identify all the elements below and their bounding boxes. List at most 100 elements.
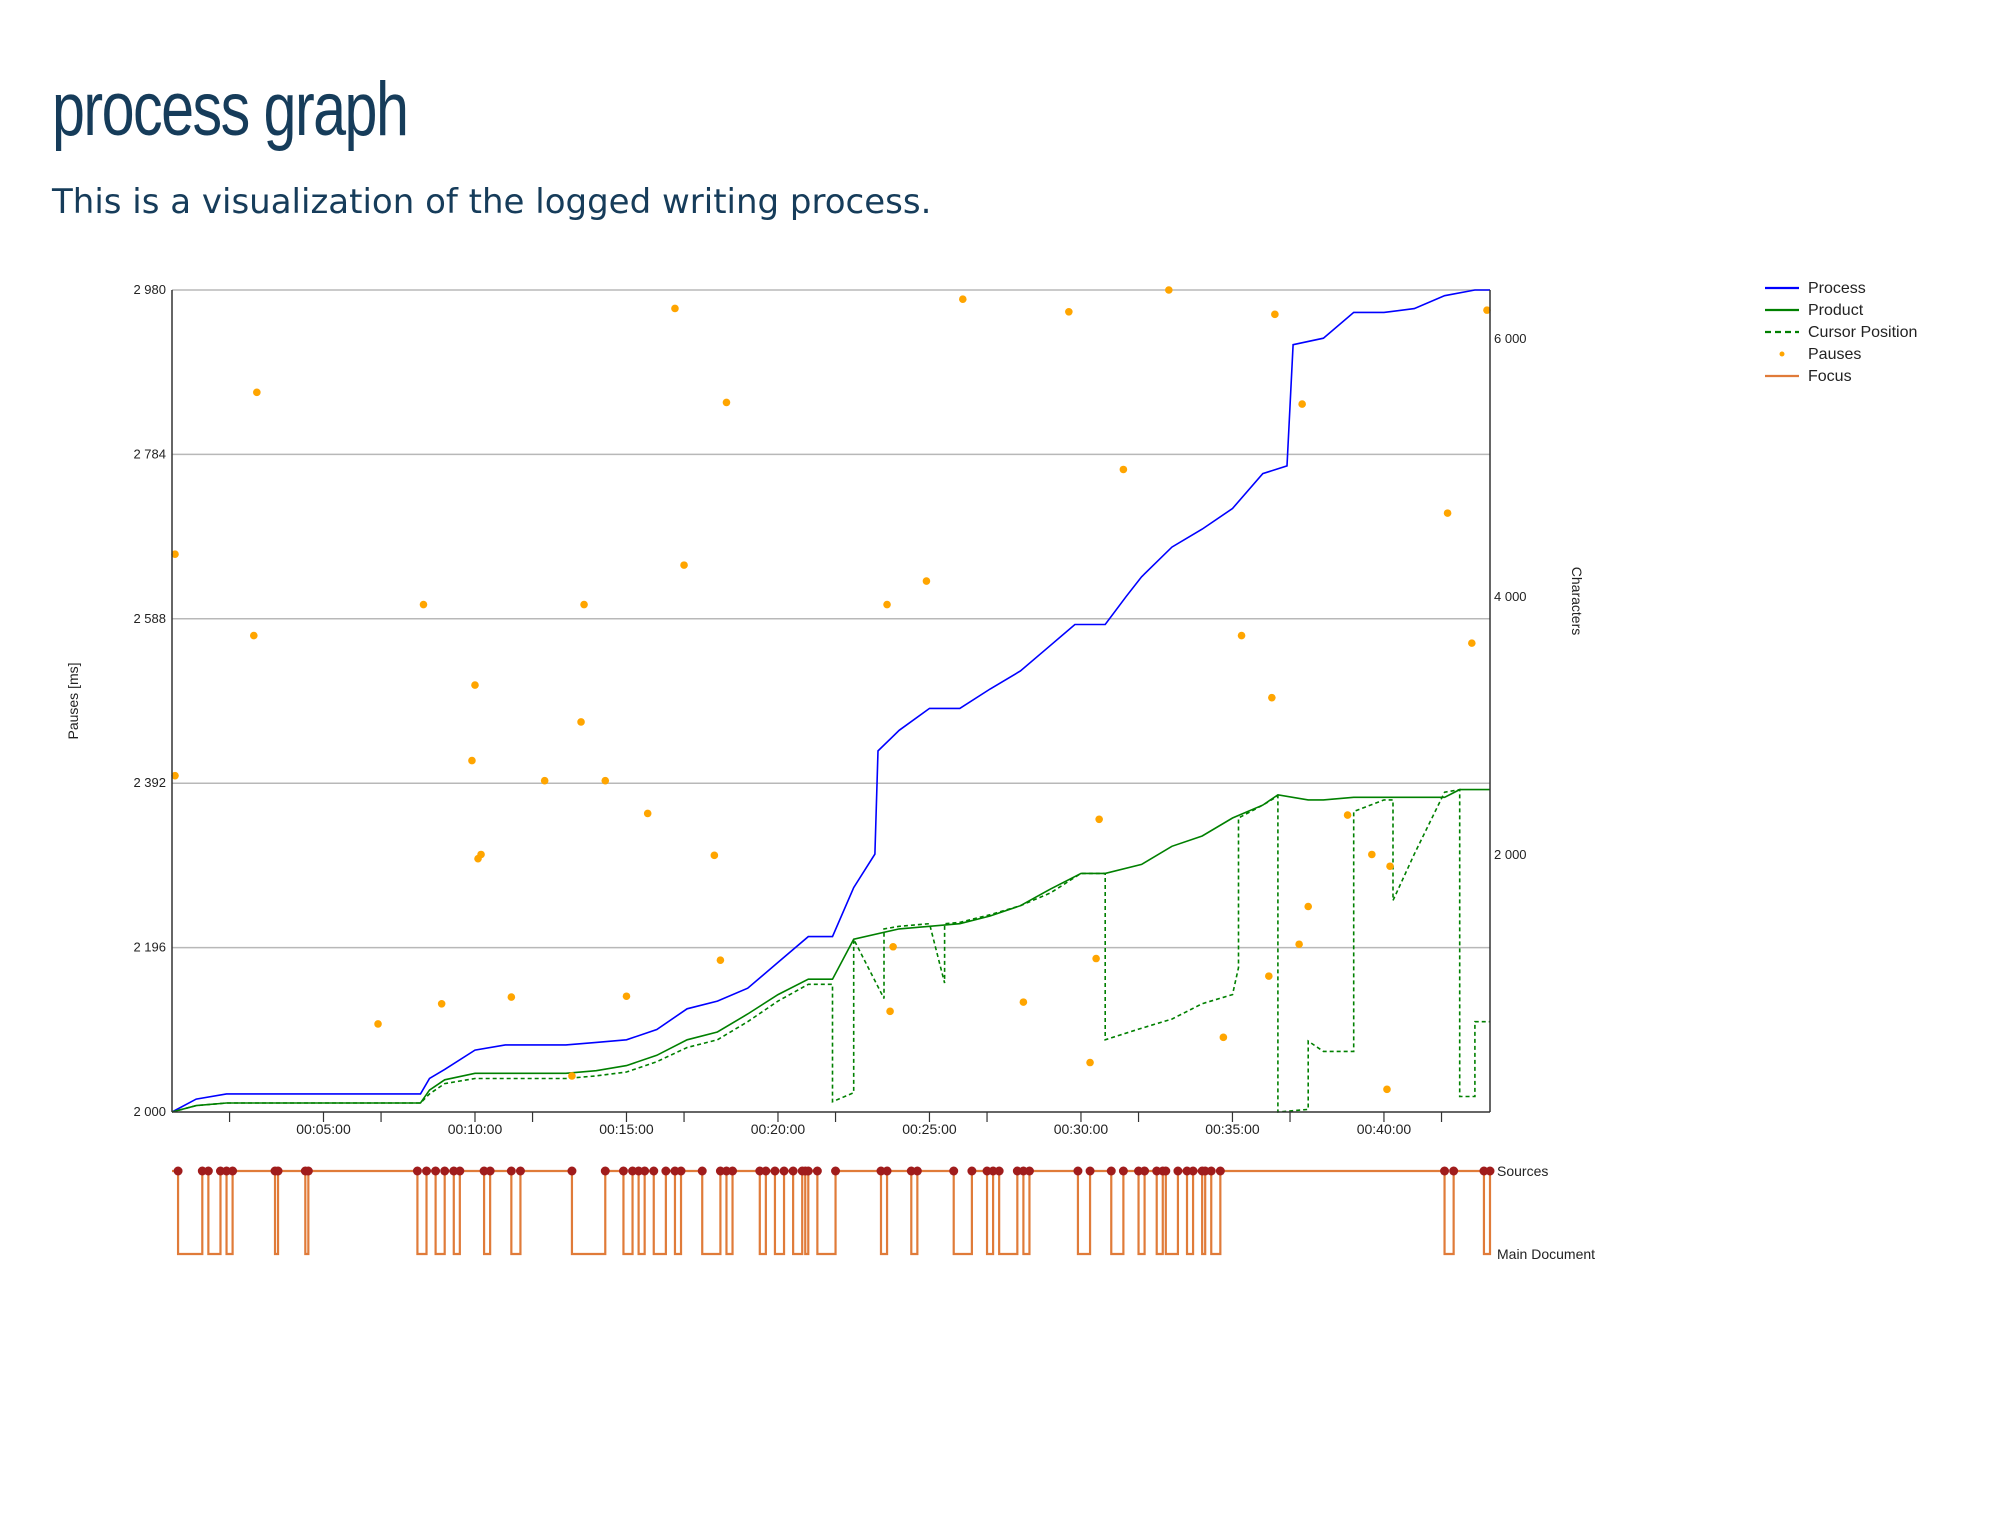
y-left-tick-label: 2 588 <box>133 611 166 626</box>
pause-point <box>1095 815 1103 824</box>
pause-point <box>1165 286 1173 294</box>
series-line-product <box>171 788 1490 1113</box>
y-left-tick-label: 2 392 <box>133 775 166 790</box>
pause-point <box>250 631 258 640</box>
focus-source-marker <box>803 1166 813 1176</box>
pause-point <box>889 942 897 951</box>
focus-source-marker <box>812 1166 822 1176</box>
pause-point <box>1092 954 1100 963</box>
pause-point <box>437 999 446 1008</box>
focus-source-marker <box>1188 1166 1198 1176</box>
pause-point <box>1298 400 1306 408</box>
legend-label: Process <box>1808 280 1866 297</box>
pause-point <box>1265 972 1273 980</box>
focus-source-marker <box>228 1166 238 1176</box>
pause-point <box>671 304 679 313</box>
focus-source-marker <box>640 1166 650 1176</box>
focus-source-marker <box>618 1166 628 1176</box>
focus-source-marker <box>1440 1166 1450 1176</box>
y-right-axis-label: Characters <box>1569 567 1585 635</box>
focus-source-marker <box>1215 1166 1225 1176</box>
pause-point <box>710 851 719 860</box>
pause-point <box>171 771 179 780</box>
x-tick-label: 00:35:00 <box>1205 1121 1260 1137</box>
x-tick-label: 00:15:00 <box>599 1121 654 1137</box>
y-right-tick-label: 2 000 <box>1494 847 1527 862</box>
pause-point <box>1483 306 1491 314</box>
pause-point <box>568 1072 576 1080</box>
pause-point <box>959 295 967 304</box>
focus-source-marker <box>1106 1166 1116 1176</box>
page-title: process graph <box>52 67 409 152</box>
focus-label-sources: Sources <box>1497 1163 1548 1179</box>
focus-source-marker <box>173 1166 183 1176</box>
legend-item: Process <box>1765 280 1866 297</box>
legend-swatch <box>1779 351 1785 357</box>
x-tick-label: 00:10:00 <box>448 1121 503 1137</box>
focus-source-marker <box>831 1166 841 1176</box>
series-line-process <box>171 289 1490 1113</box>
focus-source-marker <box>882 1166 892 1176</box>
focus-source-marker <box>1173 1166 1183 1176</box>
pause-point <box>374 1020 382 1028</box>
focus-source-marker <box>567 1166 577 1176</box>
y-left-tick-label: 2 980 <box>133 282 166 297</box>
pause-point <box>886 1007 894 1016</box>
focus-label-main-document: Main Document <box>1497 1246 1595 1262</box>
pause-point <box>471 681 479 689</box>
pause-point <box>716 956 725 964</box>
legend-label: Product <box>1808 302 1864 319</box>
focus-source-marker <box>676 1166 686 1176</box>
focus-source-marker <box>1085 1166 1095 1176</box>
pause-point <box>477 850 485 859</box>
focus-source-marker <box>728 1166 738 1176</box>
focus-source-marker <box>1118 1166 1128 1176</box>
pause-point <box>1443 509 1452 517</box>
y-left-tick-label: 2 196 <box>133 940 166 955</box>
pause-point <box>1237 631 1246 640</box>
pause-point <box>419 600 428 609</box>
y-right-tick-label: 6 000 <box>1494 331 1527 346</box>
pause-point <box>1219 1033 1228 1042</box>
pause-point <box>722 398 731 407</box>
focus-source-marker <box>515 1166 525 1176</box>
focus-source-marker <box>661 1166 671 1176</box>
focus-source-marker <box>203 1166 213 1176</box>
legend-item: Focus <box>1765 368 1852 385</box>
focus-source-marker <box>412 1166 422 1176</box>
focus-source-marker <box>967 1166 977 1176</box>
pause-point <box>643 809 652 818</box>
legend-item: Product <box>1765 302 1864 319</box>
pause-point <box>1119 465 1128 474</box>
focus-source-marker <box>1206 1166 1216 1176</box>
focus-source-marker <box>788 1166 798 1176</box>
pause-point <box>1368 850 1376 859</box>
pause-point <box>1065 308 1073 316</box>
focus-source-marker <box>1024 1166 1034 1176</box>
focus-source-marker <box>1073 1166 1083 1176</box>
pause-point <box>468 756 476 765</box>
focus-source-marker <box>1485 1166 1495 1176</box>
focus-source-marker <box>761 1166 771 1176</box>
y-left-tick-label: 2 000 <box>133 1104 166 1119</box>
focus-source-marker <box>1449 1166 1459 1176</box>
focus-source-marker <box>912 1166 922 1176</box>
x-tick-label: 00:25:00 <box>902 1121 957 1137</box>
pause-point <box>1019 998 1028 1006</box>
focus-source-marker <box>600 1166 610 1176</box>
focus-source-marker <box>779 1166 789 1176</box>
focus-source-marker <box>273 1166 283 1176</box>
pause-point <box>171 550 179 559</box>
pause-point <box>577 718 585 726</box>
focus-source-marker <box>485 1166 495 1176</box>
pause-point <box>1295 940 1303 949</box>
pause-point <box>1383 1085 1391 1094</box>
series-line-cursor-position <box>171 788 1490 1113</box>
focus-source-marker <box>994 1166 1004 1176</box>
focus-source-marker <box>422 1166 432 1176</box>
pause-point <box>1304 902 1313 911</box>
pause-point <box>580 600 588 609</box>
focus-source-marker <box>649 1166 659 1176</box>
focus-source-marker <box>506 1166 516 1176</box>
